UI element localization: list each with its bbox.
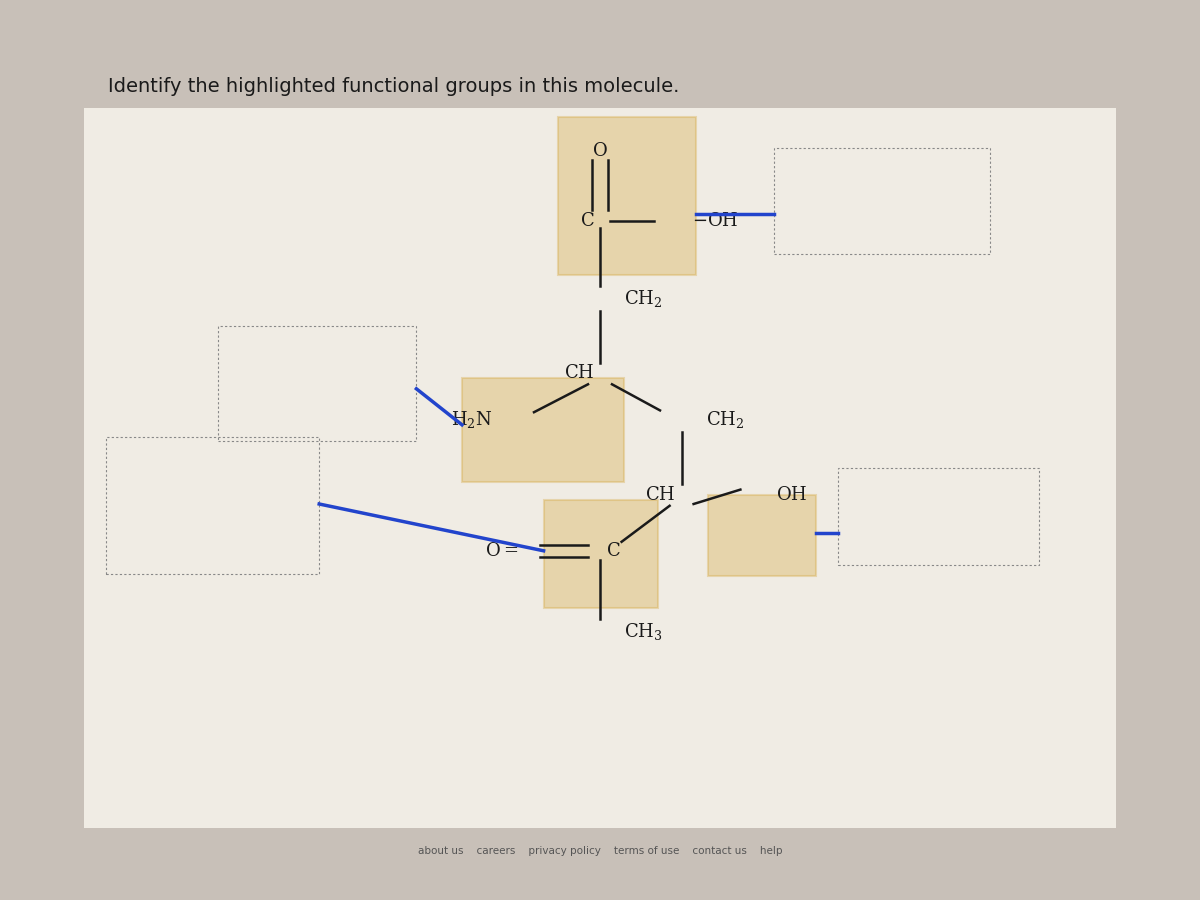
Bar	[774, 148, 990, 254]
Text: $\mathregular{-OH}$: $\mathregular{-OH}$	[692, 212, 739, 230]
Text: about us    careers    privacy policy    terms of use    contact us    help: about us careers privacy policy terms of…	[418, 845, 782, 856]
Text: O: O	[593, 142, 607, 160]
Text: $\mathregular{CH}$: $\mathregular{CH}$	[564, 364, 594, 382]
Bar	[462, 378, 624, 482]
Text: $\mathregular{H_2N}$: $\mathregular{H_2N}$	[450, 409, 492, 430]
Text: $\mathregular{CH_3}$: $\mathregular{CH_3}$	[624, 621, 662, 643]
Text: C: C	[607, 542, 620, 560]
Text: C: C	[581, 212, 595, 230]
Bar	[106, 437, 319, 574]
Text: $\mathregular{OH}$: $\mathregular{OH}$	[776, 486, 808, 504]
Bar	[708, 495, 816, 576]
Bar	[544, 500, 658, 608]
Text: $\mathregular{CH_2}$: $\mathregular{CH_2}$	[706, 409, 744, 430]
Text: $\mathregular{CH}$: $\mathregular{CH}$	[646, 486, 676, 504]
Bar	[84, 108, 1116, 828]
Bar	[218, 326, 416, 441]
Text: $\mathregular{O=}$: $\mathregular{O=}$	[485, 542, 518, 560]
Bar	[558, 117, 696, 274]
Bar	[838, 468, 1039, 565]
Text: $\mathregular{CH_2}$: $\mathregular{CH_2}$	[624, 288, 662, 310]
Text: Identify the highlighted functional groups in this molecule.: Identify the highlighted functional grou…	[108, 76, 679, 95]
